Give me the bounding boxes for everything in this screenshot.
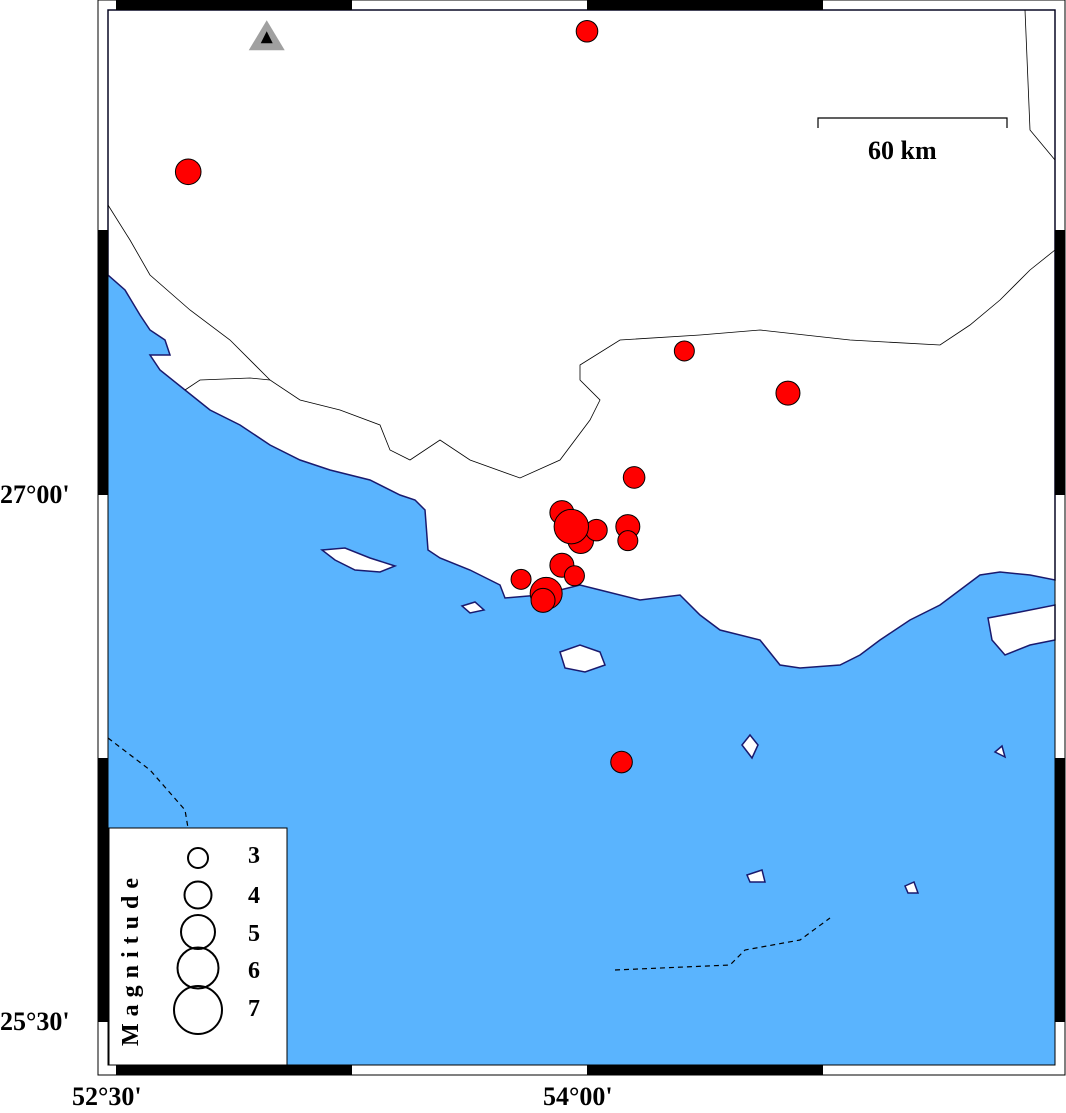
- mainland-coast: [107, 9, 1056, 669]
- borders: [107, 9, 1056, 479]
- island: [993, 744, 1007, 759]
- y-axis-label: 27°00': [0, 480, 70, 509]
- legend-label: 5: [248, 921, 260, 947]
- legend-circle: [187, 847, 209, 869]
- earthquake-marker: [575, 19, 599, 43]
- island: [320, 547, 398, 573]
- legend-label: 6: [248, 958, 260, 984]
- y-axis-label: 25°30': [0, 1007, 70, 1036]
- island: [460, 601, 486, 614]
- volcano-inner-icon: [260, 31, 273, 44]
- earthquake-marker: [622, 466, 646, 489]
- earthquake-marker: [530, 587, 556, 613]
- legend-circle: [180, 914, 216, 950]
- earthquake-marker: [775, 380, 801, 406]
- legend-circle: [173, 985, 223, 1035]
- legend-circles: [173, 847, 223, 1035]
- legend-label: 7: [248, 996, 260, 1022]
- island: [745, 869, 766, 883]
- scale-bar: [817, 117, 1008, 128]
- legend-title: Magnitude: [118, 870, 144, 1046]
- earthquake-marker: [610, 750, 633, 774]
- legend-circle: [176, 946, 220, 990]
- volcano-layer: [248, 20, 285, 51]
- island: [904, 880, 920, 894]
- maritime-boundary: [107, 737, 831, 971]
- earthquake-marker: [673, 340, 695, 362]
- x-axis-label: 54°00': [543, 1082, 613, 1111]
- legend-label: 4: [248, 883, 260, 909]
- earthquake-marker: [563, 565, 585, 587]
- frame: [97, 0, 1066, 1076]
- earthquake-marker: [585, 518, 608, 542]
- earthquake-layer: [174, 19, 801, 774]
- land-mass: [107, 9, 1056, 894]
- earthquake-marker: [510, 568, 532, 590]
- legend-circle: [183, 880, 213, 910]
- x-axis-label: 52°30': [72, 1082, 142, 1111]
- legend-label: 3: [248, 843, 260, 869]
- earthquake-marker: [553, 508, 589, 545]
- scale-bar-label: 60 km: [868, 136, 937, 165]
- island: [559, 644, 606, 673]
- earthquake-marker: [617, 530, 639, 552]
- earthquake-marker: [174, 158, 202, 186]
- island: [741, 733, 759, 760]
- island: [987, 604, 1056, 656]
